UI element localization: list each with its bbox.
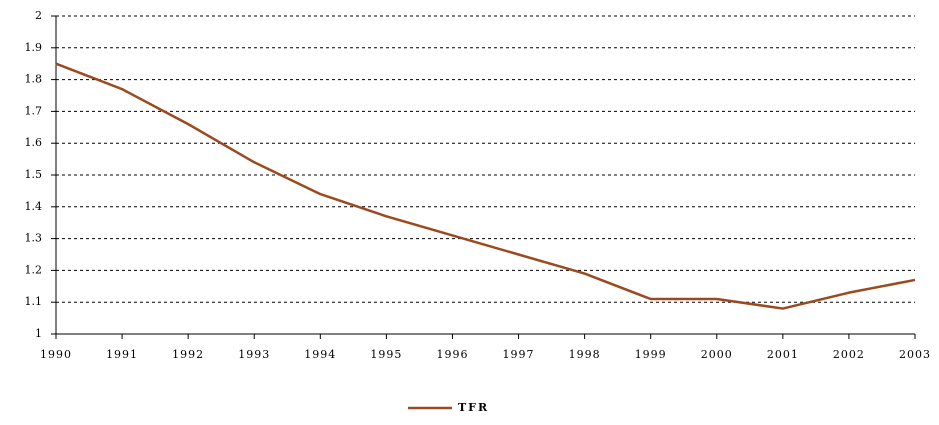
y-tick-label: 1.3 bbox=[25, 232, 43, 245]
x-tick-label: 1996 bbox=[436, 348, 468, 361]
x-tick-label: 1997 bbox=[503, 348, 535, 361]
y-tick-label: 1.9 bbox=[25, 41, 43, 54]
x-tick-label: 2001 bbox=[767, 348, 799, 361]
legend-label: TFR bbox=[458, 401, 489, 414]
y-tick-label: 1.8 bbox=[25, 73, 43, 86]
y-tick-label: 1.7 bbox=[25, 104, 43, 117]
y-tick-label: 1.5 bbox=[25, 168, 43, 181]
y-tick-label: 2 bbox=[35, 9, 42, 22]
y-tick-label: 1.2 bbox=[25, 263, 43, 276]
y-tick-label: 1.6 bbox=[25, 136, 43, 149]
x-tick-label: 1990 bbox=[40, 348, 72, 361]
x-tick-label: 1999 bbox=[635, 348, 667, 361]
x-tick-label: 2002 bbox=[833, 348, 865, 361]
x-tick-label: 2003 bbox=[899, 348, 931, 361]
y-tick-label: 1.4 bbox=[25, 200, 43, 213]
y-tick-label: 1 bbox=[35, 327, 42, 340]
x-tick-label: 1992 bbox=[172, 348, 204, 361]
x-tick-label: 1998 bbox=[569, 348, 601, 361]
x-tick-label: 1993 bbox=[238, 348, 270, 361]
line bbox=[55, 62, 916, 310]
x-tick-label: 1994 bbox=[304, 348, 336, 361]
x-tick-label: 2000 bbox=[701, 348, 733, 361]
y-tick-label: 1.1 bbox=[25, 295, 43, 308]
x-tick-label: 1991 bbox=[106, 348, 138, 361]
x-tick-label: 1995 bbox=[370, 348, 402, 361]
